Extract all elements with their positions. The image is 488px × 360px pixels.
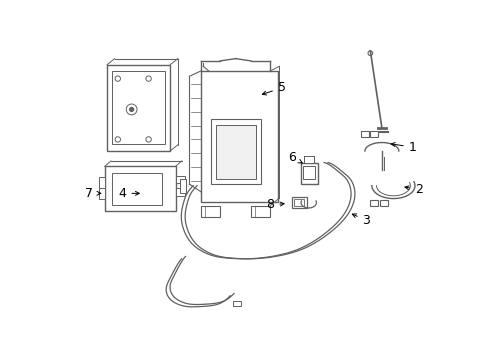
Text: 6: 6 [287, 150, 302, 164]
Text: 4: 4 [118, 187, 139, 200]
Bar [99, 188, 104, 199]
Bar [250, 206, 270, 217]
Bar [201, 71, 277, 202]
Bar [99, 177, 104, 188]
Bar [210, 119, 261, 184]
Bar [112, 71, 164, 144]
Text: 5: 5 [262, 81, 285, 95]
Bar [304, 156, 313, 163]
Bar [360, 131, 368, 137]
Text: 3: 3 [352, 214, 370, 227]
Bar [175, 176, 184, 183]
Text: 2: 2 [404, 183, 422, 196]
Bar [380, 200, 387, 206]
Bar [180, 179, 186, 193]
Text: 1: 1 [390, 141, 416, 154]
Bar [291, 197, 306, 208]
Text: 8: 8 [265, 198, 284, 211]
Bar [175, 188, 184, 195]
Bar [301, 163, 317, 184]
Bar [201, 206, 220, 217]
Bar [369, 131, 377, 137]
Bar [233, 301, 241, 306]
Bar [104, 166, 175, 211]
Bar [303, 166, 314, 180]
Bar [369, 200, 377, 206]
Bar [293, 199, 304, 206]
Circle shape [129, 108, 133, 111]
Bar [215, 125, 255, 179]
Text: 7: 7 [85, 187, 101, 200]
Bar [111, 172, 162, 205]
Bar [107, 65, 170, 151]
